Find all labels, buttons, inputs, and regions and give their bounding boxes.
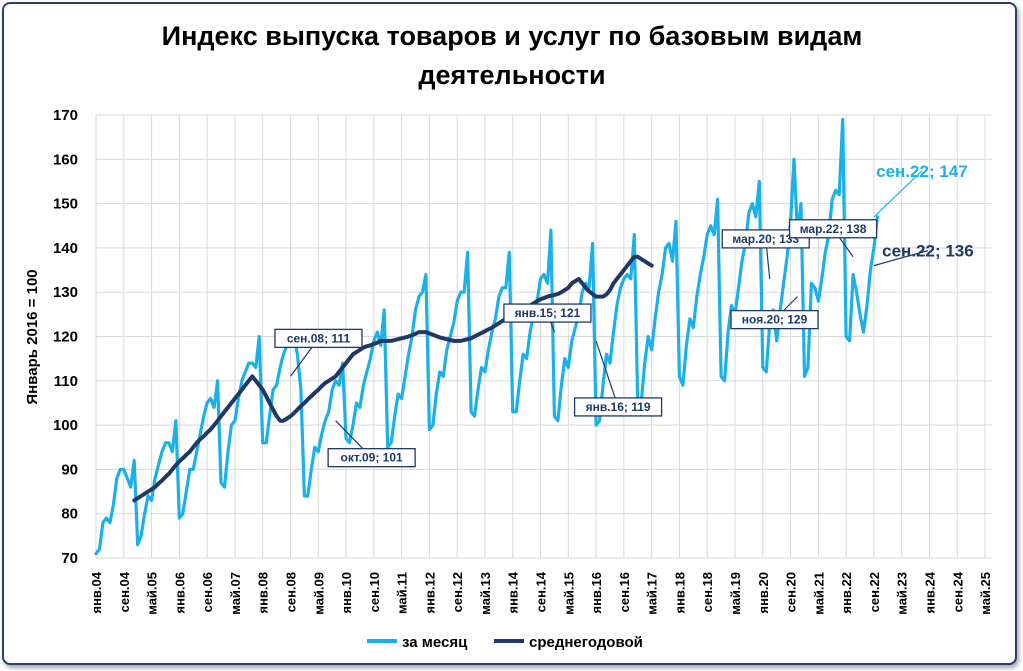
series-line-monthly xyxy=(94,117,880,556)
y-tick-label: 140 xyxy=(53,240,78,257)
x-tick-label: янв.10 xyxy=(339,572,354,614)
x-tick-label: сен.08 xyxy=(283,572,298,612)
annotation-label: янв.15; 121 xyxy=(515,306,581,320)
annotation-leader xyxy=(595,340,619,408)
x-tick-label: май.17 xyxy=(645,572,660,615)
legend-label-monthly: за месяц xyxy=(402,634,468,651)
grid xyxy=(95,114,992,559)
y-axis-ticks: 70 80 90 100 110 120 130 140 150 160 170 xyxy=(53,107,78,567)
x-tick-label: сен.20 xyxy=(784,572,799,612)
annotation-label: янв.16; 119 xyxy=(586,400,651,414)
x-tick-label: янв.08 xyxy=(256,572,271,614)
x-tick-label: янв.12 xyxy=(422,572,437,614)
x-tick-label: май.11 xyxy=(395,572,410,614)
x-tick-label: янв.04 xyxy=(89,571,104,613)
x-tick-label: май.19 xyxy=(728,572,743,615)
legend-label-annual: среднегодовой xyxy=(529,634,643,651)
annotation-box xyxy=(730,309,819,330)
annotation-label: сен.22; 147 xyxy=(876,162,968,181)
y-tick-label: 90 xyxy=(61,461,78,478)
annotation-label: сен.22; 136 xyxy=(882,242,974,261)
x-tick-label: май.07 xyxy=(228,572,243,615)
x-tick-label: май.15 xyxy=(561,572,576,615)
x-axis-ticks: янв.04 сен.04 май.05 янв.06 сен.06 май.07 янв.… xyxy=(89,571,993,615)
annotation-box xyxy=(721,229,810,249)
y-tick-label: 110 xyxy=(54,373,78,390)
x-tick-label: сен.18 xyxy=(700,572,715,612)
y-tick-label: 70 xyxy=(61,550,78,567)
x-tick-label: май.21 xyxy=(811,572,826,615)
annotation-box xyxy=(573,397,663,417)
x-tick-label: янв.22 xyxy=(839,572,854,614)
x-tick-label: сен.06 xyxy=(200,572,215,612)
y-tick-label: 120 xyxy=(53,329,78,346)
x-tick-label: май.05 xyxy=(145,572,160,615)
x-tick-label: янв.14 xyxy=(506,571,521,613)
x-tick-label: май.25 xyxy=(978,572,993,615)
x-tick-label: сен.16 xyxy=(617,572,632,612)
x-tick-label: сен.04 xyxy=(117,571,132,612)
annotation-leader xyxy=(873,170,923,218)
chart-title-line-1: Индекс выпуска товаров и услуг по базовы… xyxy=(162,21,863,51)
annotation-box xyxy=(503,303,592,323)
x-tick-label: янв.18 xyxy=(672,572,687,614)
x-tick-label: сен.10 xyxy=(367,572,382,612)
annotation-label: мар.22; 138 xyxy=(800,222,867,236)
y-tick-label: 160 xyxy=(53,151,78,168)
annotation-label: сен.08; 111 xyxy=(287,331,351,345)
x-tick-label: янв.16 xyxy=(589,572,604,614)
y-tick-label: 100 xyxy=(53,417,78,434)
x-tick-label: янв.06 xyxy=(172,572,187,614)
x-tick-label: май.23 xyxy=(895,572,910,615)
annotation-label: мар.20; 133 xyxy=(732,232,799,246)
series-lines xyxy=(94,117,880,556)
annotation-box xyxy=(327,448,416,468)
annotation-box xyxy=(788,219,878,239)
x-tick-label: сен.12 xyxy=(450,572,465,612)
series-line-annual xyxy=(132,254,654,503)
x-tick-label: май.13 xyxy=(478,572,493,615)
y-tick-label: 80 xyxy=(61,506,78,523)
chart-title-line-2: деятельности xyxy=(418,60,605,90)
annotation-label: ноя.20; 129 xyxy=(742,313,808,327)
y-tick-label: 150 xyxy=(53,196,78,213)
y-axis-label: Январь 2016 = 100 xyxy=(24,269,41,404)
x-tick-label: сен.22 xyxy=(867,572,882,612)
annotation-box xyxy=(274,328,363,349)
y-tick-label: 170 xyxy=(53,107,78,124)
annotations: сен.08; 111 окт.09; 101 янв.15; 121 янв.16;… xyxy=(274,162,974,468)
annotation-leader xyxy=(873,250,929,267)
y-tick-label: 130 xyxy=(53,284,78,301)
annotation-label: окт.09; 101 xyxy=(341,451,404,465)
x-tick-label: сен.14 xyxy=(534,571,549,612)
x-tick-label: май.09 xyxy=(311,572,326,615)
x-tick-label: сен.24 xyxy=(950,571,965,612)
legend: за месяц среднегодовой xyxy=(367,634,643,651)
x-tick-label: янв.20 xyxy=(756,572,771,614)
x-tick-label: янв.24 xyxy=(922,571,937,613)
